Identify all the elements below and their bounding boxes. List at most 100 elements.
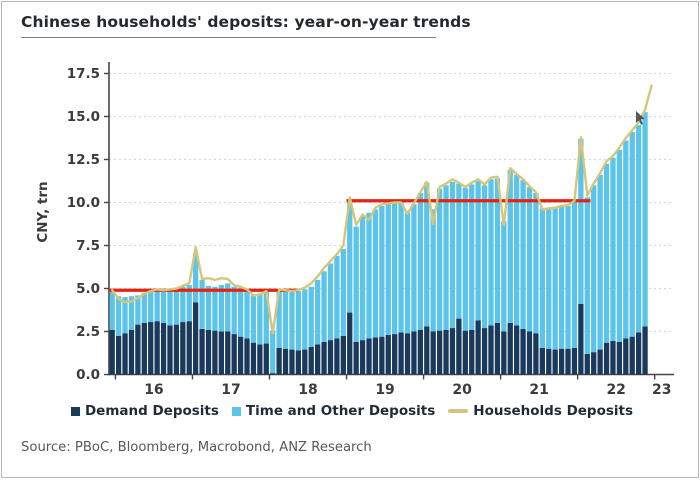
time-deposit-bar <box>526 187 533 332</box>
demand-deposit-bar <box>558 348 565 375</box>
y-tick-label: 12.5 <box>67 152 100 168</box>
time-deposit-bar <box>314 279 321 345</box>
demand-deposit-bar <box>244 338 250 375</box>
time-deposit-bar <box>148 291 154 323</box>
demand-deposit-bar <box>193 302 199 375</box>
y-axis-label: CNY, trn <box>35 181 51 242</box>
time-deposit-bar <box>167 289 173 326</box>
time-deposit-bar <box>372 209 379 338</box>
demand-deposit-bar <box>257 344 263 375</box>
time-deposit-bar <box>501 221 507 332</box>
time-deposit-bar <box>366 212 372 339</box>
demand-deposit-bar <box>469 329 475 375</box>
demand-deposit-bar <box>610 340 616 375</box>
demand-deposit-bar <box>302 349 308 375</box>
time-deposit-bar <box>180 286 186 323</box>
time-deposit-bar <box>231 286 237 335</box>
demand-deposit-bar <box>231 334 237 375</box>
demand-deposit-bar <box>404 333 411 375</box>
demand-deposit-bar <box>135 324 141 375</box>
demand-deposit-bar <box>308 346 314 375</box>
title-underline <box>21 37 436 38</box>
time-deposit-bar <box>257 293 263 345</box>
demand-deposit-bar <box>276 347 282 375</box>
y-tick-label: 15.0 <box>67 109 100 125</box>
demand-deposit-bar <box>173 324 180 375</box>
time-deposit-bar <box>642 112 648 327</box>
demand-deposit-bar <box>295 350 302 375</box>
demand-deposit-bar <box>546 348 552 375</box>
time-deposit-bar <box>334 255 340 339</box>
time-deposit-bar <box>623 140 629 339</box>
time-deposits-swatch <box>231 406 241 416</box>
demand-deposit-bar <box>340 335 346 375</box>
demand-deposit-bar <box>180 322 186 375</box>
time-deposit-bar <box>456 183 462 319</box>
demand-deposit-bar <box>584 353 590 375</box>
demand-deposit-bar <box>154 321 160 375</box>
x-tick-label: 18 <box>298 382 317 398</box>
time-deposit-bar <box>514 174 520 326</box>
time-deposit-bar <box>546 209 552 349</box>
demand-deposit-bar <box>488 325 494 375</box>
time-deposit-bar <box>494 178 501 323</box>
demand-deposit-bar <box>289 349 295 375</box>
demand-deposit-bar <box>436 330 443 375</box>
time-deposit-bar <box>109 291 115 330</box>
demand-deposit-bar <box>552 349 558 375</box>
time-deposit-bar <box>327 263 334 341</box>
demand-deposit-bar <box>603 342 610 375</box>
time-deposit-bar <box>205 285 212 330</box>
time-deposit-bar <box>533 193 539 334</box>
demand-deposit-bar <box>565 348 571 375</box>
demand-deposit-bar <box>430 331 436 375</box>
time-deposit-bar <box>160 290 167 323</box>
time-deposit-bar <box>135 295 141 325</box>
time-deposit-bar <box>359 216 366 341</box>
legend: Demand Deposits Time and Other Deposits … <box>2 403 700 419</box>
time-deposit-bar <box>250 295 257 343</box>
demand-deposit-bar <box>385 334 391 375</box>
time-deposit-bar <box>193 253 199 303</box>
demand-deposit-bar <box>250 342 257 375</box>
time-deposit-bar <box>289 291 295 350</box>
households-line-swatch <box>448 409 469 413</box>
legend-label-households: Households Deposits <box>473 403 634 419</box>
demand-deposit-bar <box>237 336 244 375</box>
demand-deposit-bar <box>475 320 481 375</box>
time-deposit-bar <box>404 211 411 334</box>
x-tick-label: 17 <box>221 382 240 398</box>
legend-item-households: Households Deposits <box>448 403 633 419</box>
demand-deposit-bar <box>270 373 276 375</box>
time-deposit-bar <box>141 292 147 323</box>
time-deposit-bar <box>128 296 135 330</box>
time-deposit-bar <box>430 209 436 332</box>
demand-deposit-bar <box>128 329 135 375</box>
demand-deposit-bar <box>526 331 533 375</box>
time-deposit-bar <box>392 203 398 335</box>
time-deposit-bar <box>635 125 642 333</box>
demand-deposit-bar <box>443 329 449 375</box>
bars <box>109 112 648 375</box>
time-deposit-bar <box>578 138 584 304</box>
time-deposit-bar <box>462 187 468 331</box>
time-deposit-bar <box>417 193 424 330</box>
demand-deposit-bar <box>398 332 404 375</box>
demand-deposit-bar <box>642 326 648 375</box>
demand-deposit-bar <box>629 336 635 375</box>
time-deposit-bar <box>552 207 558 350</box>
demand-deposit-bar <box>186 321 192 375</box>
demand-deposit-bar <box>327 340 334 375</box>
time-deposit-bar <box>507 169 513 323</box>
time-deposit-bar <box>597 174 603 350</box>
legend-item-demand: Demand Deposits <box>70 403 219 419</box>
demand-deposit-bar <box>334 338 340 375</box>
demand-deposit-bar <box>616 341 623 375</box>
demand-deposit-bar <box>591 352 597 375</box>
time-deposit-bar <box>122 297 128 334</box>
demand-deposit-bar <box>494 322 501 375</box>
time-deposit-bar <box>584 197 590 354</box>
y-tick-label: 7.5 <box>76 238 100 254</box>
demand-deposit-bar <box>314 344 321 375</box>
demand-deposit-bar <box>218 331 224 375</box>
